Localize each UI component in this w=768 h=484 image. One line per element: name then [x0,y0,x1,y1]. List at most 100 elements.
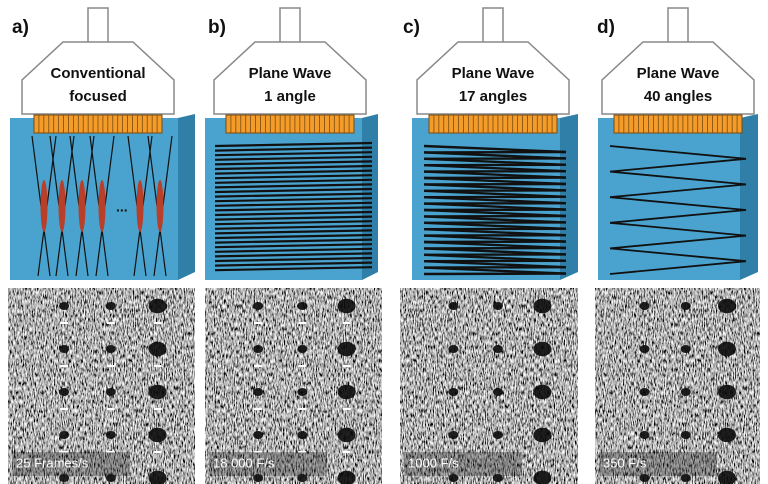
panel: d)Plane Wave40 angles350 F/s [595,8,760,484]
cyst [106,302,116,310]
cyst [681,431,691,439]
focal-spot [137,180,144,232]
reflector [343,365,351,367]
cyst [448,345,458,353]
cyst [533,342,551,356]
cyst [640,431,650,439]
panel-letter: a) [12,17,29,38]
panel-title: Plane Wave [249,65,332,82]
reflector [254,322,262,324]
box-front [598,118,740,280]
cyst [106,431,116,439]
cyst [533,428,551,442]
panel-title: 1 angle [264,88,316,105]
cyst [718,299,736,313]
focal-spot [99,180,106,232]
cyst [59,388,69,396]
caption: 25 Frames/s [16,455,89,470]
reflector [60,322,68,324]
cyst [338,428,356,442]
panel-title: 17 angles [459,88,527,105]
cyst [106,345,116,353]
transducer [614,115,742,133]
cyst [253,388,263,396]
focal-spot [41,180,48,232]
transducer [34,115,162,133]
cyst [493,345,503,353]
probe-stem [280,8,300,44]
focal-spot [79,180,86,232]
cyst [297,302,307,310]
reflector [60,408,68,410]
panel-title: 40 angles [644,88,712,105]
cyst [253,431,263,439]
panel-title: Conventional [50,65,145,82]
reflector [107,408,115,410]
reflector [154,408,162,410]
reflector [343,322,351,324]
cyst [149,385,167,399]
reflector [154,322,162,324]
transducer [226,115,354,133]
cyst [448,431,458,439]
box-side [362,114,378,280]
cyst [718,385,736,399]
cyst [448,302,458,310]
ellipsis: ... [116,199,128,215]
focal-spot [59,180,66,232]
cyst [448,388,458,396]
caption: 350 F/s [603,455,647,470]
cyst [338,342,356,356]
reflector [154,451,162,453]
cyst [149,342,167,356]
reflector [254,365,262,367]
cyst [718,428,736,442]
cyst [640,345,650,353]
reflector [343,451,351,453]
cyst [338,299,356,313]
cyst [253,302,263,310]
cyst [640,302,650,310]
cyst [297,431,307,439]
reflector [343,408,351,410]
reflector [60,365,68,367]
cyst [106,388,116,396]
cyst [253,345,263,353]
cyst [59,302,69,310]
cyst [338,385,356,399]
panel: b)Plane Wave1 angle18 000 F/s [205,8,382,484]
panel-title: focused [69,88,127,105]
figure: a) Conventional focused... 25 Frames/s b) Pla… [0,0,768,484]
panel-title: Plane Wave [637,65,720,82]
reflector [298,322,306,324]
probe-stem [668,8,688,44]
probe-stem [483,8,503,44]
focal-spot [157,180,164,232]
panel-letter: c) [403,17,420,38]
cyst [297,345,307,353]
reflector [298,365,306,367]
reflector [298,408,306,410]
caption: 1000 F/s [408,455,459,470]
cyst [149,299,167,313]
transducer [429,115,557,133]
reflector [107,365,115,367]
cyst [59,345,69,353]
panel: c)Plane Wave17 angles1000 F/s [400,8,578,484]
cyst [718,342,736,356]
reflector [154,365,162,367]
cyst [681,388,691,396]
panel-letter: b) [208,17,226,38]
reflector [107,322,115,324]
box-front [10,118,178,280]
cyst [681,345,691,353]
cyst [297,388,307,396]
cyst [533,299,551,313]
box-side [740,114,758,280]
cyst [493,431,503,439]
reflector [254,408,262,410]
box-side [178,114,195,280]
cyst [681,302,691,310]
cyst [149,428,167,442]
cyst [59,431,69,439]
